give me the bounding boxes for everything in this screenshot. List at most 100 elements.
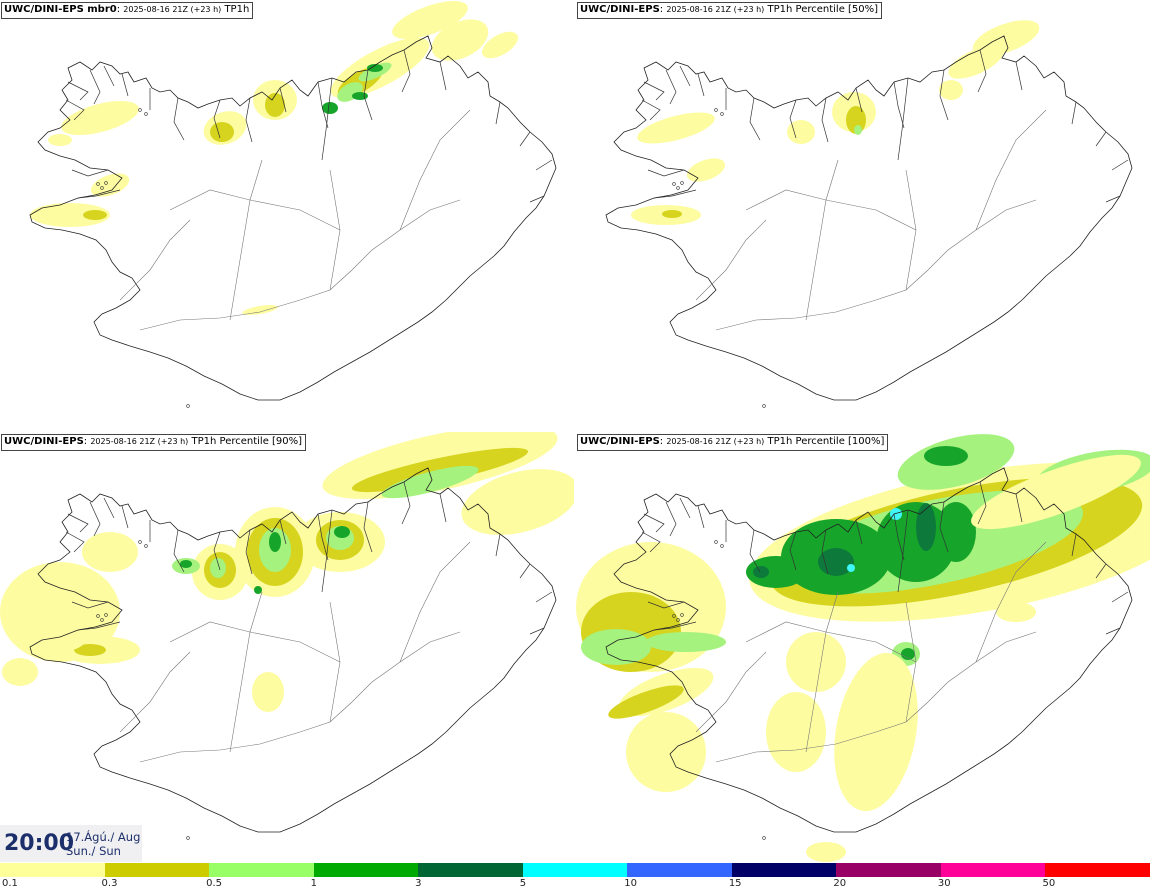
precip-area	[90, 173, 130, 197]
precip-area	[854, 125, 862, 135]
fjord-line	[529, 195, 545, 203]
fjord-line	[363, 69, 373, 121]
fjord-line	[279, 87, 287, 113]
island	[96, 182, 100, 186]
precip-area	[608, 685, 684, 719]
fjord-line	[65, 531, 85, 553]
fjords-layer	[641, 49, 1129, 203]
island	[100, 186, 104, 190]
legend-swatch	[836, 863, 942, 877]
precip-area	[806, 842, 846, 862]
legend-swatch	[940, 863, 1046, 877]
precipitation-layer	[30, 1, 519, 316]
precip-area	[936, 502, 976, 562]
legend-tick-label: 20	[833, 878, 847, 889]
fjord-line	[653, 621, 697, 631]
fjord-line	[1105, 627, 1121, 635]
fjord-line	[245, 97, 253, 143]
fjord-line	[89, 501, 101, 537]
legend-tick-label: 50	[1042, 878, 1056, 889]
island	[144, 112, 148, 116]
fjord-line	[535, 591, 553, 603]
road-line	[975, 541, 1047, 663]
road-line	[119, 219, 191, 301]
island	[676, 186, 680, 190]
legend-swatch	[104, 863, 210, 877]
precip-area	[322, 102, 338, 114]
fjord-line	[65, 99, 85, 121]
island	[138, 108, 142, 112]
precip-area	[252, 672, 284, 712]
precip-area	[662, 210, 682, 218]
fjord-line	[939, 69, 949, 121]
island	[762, 404, 766, 408]
fjord-line	[641, 99, 661, 121]
fjord-line	[665, 501, 677, 537]
fjord-line	[103, 65, 115, 87]
fjord-line	[653, 189, 697, 199]
island	[676, 618, 680, 622]
panel-field: TP1h Percentile [90%]	[191, 436, 303, 447]
precip-area	[2, 658, 38, 686]
legend-swatch	[522, 863, 628, 877]
island	[762, 836, 766, 840]
coastline	[29, 467, 557, 833]
fjord-line	[665, 69, 677, 105]
precip-area	[766, 692, 826, 772]
panel-field: TP1h	[224, 4, 250, 15]
fjord-line	[821, 97, 829, 143]
roads-layer	[119, 109, 471, 331]
legend-tick-label: 1	[310, 878, 317, 889]
road-line	[139, 199, 461, 331]
fjord-line	[439, 493, 447, 523]
fjord-line	[77, 621, 121, 631]
coastline	[605, 35, 1133, 401]
coastline	[605, 467, 1133, 833]
legend-swatch	[418, 863, 524, 877]
precip-area	[787, 120, 815, 144]
fjord-line	[121, 73, 129, 97]
island	[104, 181, 108, 185]
island	[680, 613, 684, 617]
fjord-line	[977, 49, 987, 93]
fjord-line	[893, 81, 905, 129]
island	[672, 614, 676, 618]
precip-area	[352, 92, 368, 100]
precip-area	[367, 64, 383, 72]
precip-area	[48, 134, 72, 146]
island	[672, 182, 676, 186]
precip-area	[30, 203, 110, 227]
map-panel-mbr0: UWC/DINI-EPS mbr0: 2025-08-16 21Z (+23 h…	[0, 0, 574, 430]
road-line	[805, 591, 839, 753]
precip-area	[971, 454, 1141, 530]
legend-tick-label: 3	[415, 878, 422, 889]
map-canvas	[0, 432, 574, 840]
road-line	[399, 109, 471, 231]
precip-area	[786, 632, 846, 692]
precip-area	[82, 532, 138, 572]
valid-hour: 20:00	[4, 831, 75, 856]
precip-area	[890, 508, 902, 520]
panel-field: TP1h Percentile [50%]	[767, 4, 879, 15]
precip-area	[939, 80, 963, 100]
fjord-line	[321, 509, 333, 593]
fjord-line	[1071, 533, 1077, 557]
fjord-line	[697, 505, 705, 529]
island	[714, 540, 718, 544]
fjord-line	[647, 169, 685, 177]
fjord-line	[495, 533, 501, 557]
fjord-line	[1105, 195, 1121, 203]
fjord-line	[317, 81, 329, 129]
fjord-line	[401, 481, 411, 525]
island	[186, 836, 190, 840]
fjord-line	[1111, 159, 1129, 171]
road-line	[169, 189, 341, 231]
precip-area	[265, 93, 285, 117]
panel-model: UWC/DINI-EPS	[580, 4, 660, 15]
fjord-line	[897, 509, 909, 593]
island	[96, 614, 100, 618]
road-line	[329, 601, 341, 723]
valid-date-line2: Sun./ Sun	[66, 844, 121, 858]
precip-area	[461, 469, 574, 535]
fjord-line	[1111, 591, 1129, 603]
